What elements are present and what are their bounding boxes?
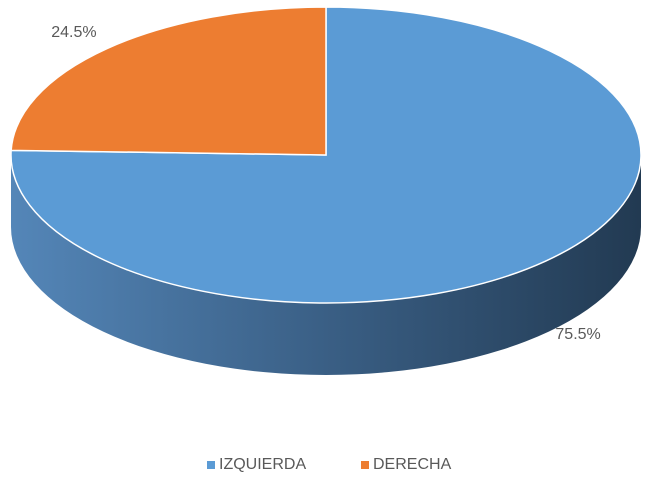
slice	[10, 6, 327, 156]
legend-swatch	[207, 461, 215, 469]
legend-swatch	[361, 461, 369, 469]
slice-side	[11, 155, 641, 375]
legend-label: DERECHA	[373, 456, 452, 473]
data-label: 24.5%	[51, 24, 96, 41]
data-label: 75.5%	[555, 326, 600, 343]
legend-label: IZQUIERDA	[219, 456, 306, 473]
